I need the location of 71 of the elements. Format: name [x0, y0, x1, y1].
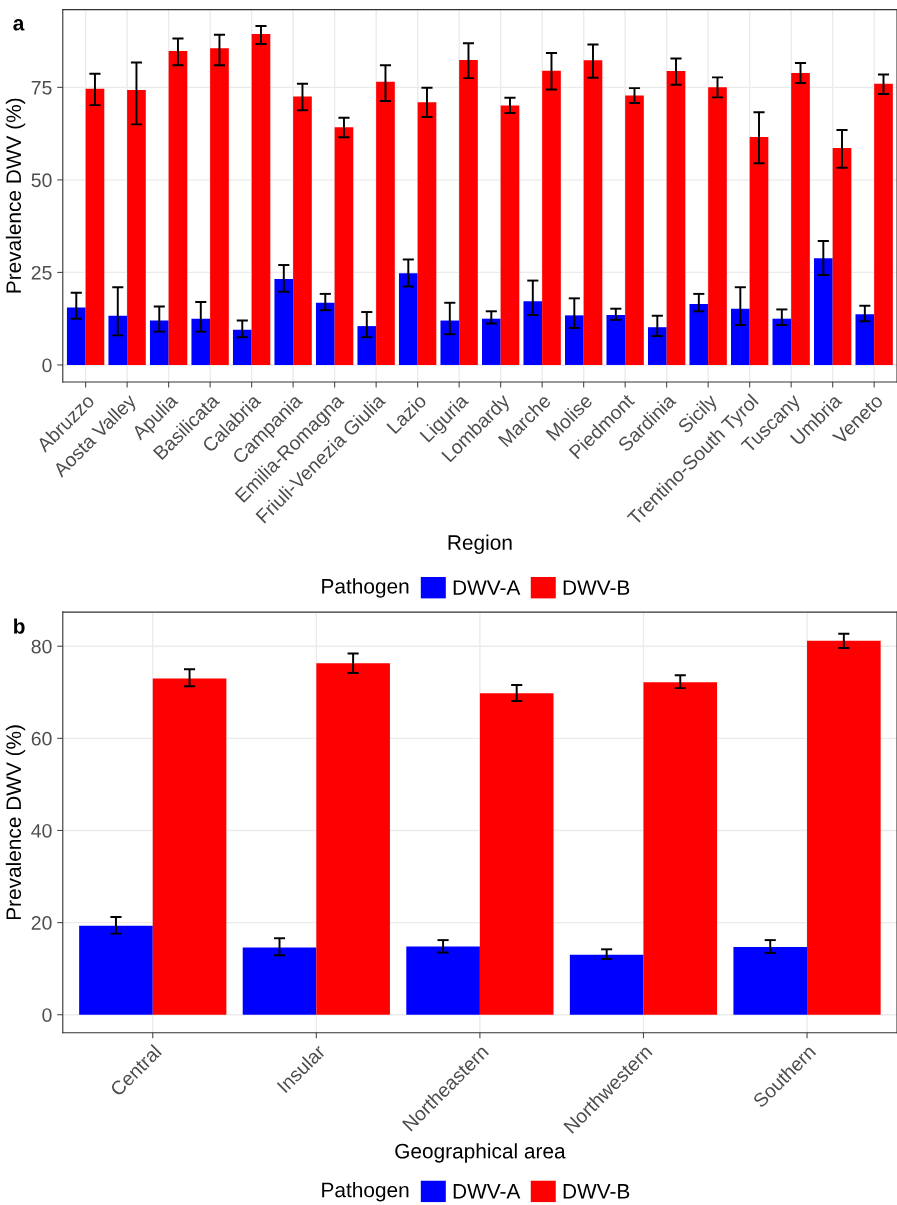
- bar: [334, 127, 354, 365]
- bar: [210, 48, 229, 365]
- bar: [79, 925, 153, 1015]
- bar: [689, 303, 709, 365]
- bar: [733, 947, 808, 1015]
- bar: [152, 678, 227, 1015]
- bar: [85, 88, 105, 365]
- legend-label: DWV-A: [453, 1184, 521, 1199]
- bar: [479, 693, 554, 1015]
- bar: [293, 96, 312, 365]
- bar: [168, 51, 188, 365]
- bar: [708, 87, 727, 365]
- y-axis-title: Prevalence DWV (%): [5, 98, 26, 293]
- x-axis-title: Region: [448, 534, 512, 554]
- bar: [666, 71, 686, 365]
- bar: [647, 327, 667, 365]
- bar: [874, 83, 893, 365]
- bar: [749, 136, 769, 365]
- bar: [127, 89, 146, 365]
- bar: [569, 954, 644, 1015]
- bar: [855, 314, 875, 365]
- legend-title: Pathogen: [322, 578, 409, 598]
- bar: [357, 326, 377, 365]
- bar: [251, 34, 271, 365]
- bar: [606, 314, 626, 365]
- legend-label: DWV-B: [563, 580, 630, 595]
- legend-title: Pathogen: [322, 1182, 409, 1202]
- bar: [807, 640, 881, 1015]
- bar: [481, 318, 501, 365]
- y-tick-label: 75: [31, 81, 52, 95]
- bar: [108, 315, 128, 365]
- bar: [730, 308, 750, 365]
- chart-title: a: [13, 19, 25, 31]
- bar: [791, 72, 810, 365]
- y-axis-title: Prevalence DWV (%): [5, 725, 26, 920]
- bar: [274, 279, 294, 365]
- bar: [376, 81, 395, 365]
- bar: [459, 59, 478, 365]
- y-tick-label: 40: [31, 823, 52, 838]
- y-tick-label: 20: [31, 916, 52, 930]
- y-tick-label: 60: [31, 731, 52, 746]
- bar: [315, 302, 335, 365]
- y-tick-label: 0: [42, 1008, 52, 1022]
- legend-label: DWV-A: [453, 580, 521, 595]
- bar: [191, 318, 211, 365]
- bar: [523, 301, 543, 365]
- bar: [440, 320, 460, 365]
- bar: [232, 329, 252, 365]
- bar: [813, 258, 833, 365]
- bar: [625, 95, 644, 365]
- bar: [316, 663, 390, 1015]
- legend-label: DWV-B: [563, 1184, 630, 1199]
- bar: [398, 273, 418, 365]
- bar: [242, 947, 317, 1015]
- chart-title: b: [14, 618, 25, 634]
- bar: [564, 315, 584, 365]
- bar: [583, 60, 603, 365]
- x-axis-title: Geographical area: [395, 1143, 566, 1163]
- y-tick-label: 25: [31, 265, 52, 280]
- y-tick-label: 80: [31, 639, 52, 654]
- bar: [406, 946, 480, 1015]
- y-tick-label: 50: [31, 173, 52, 188]
- bar: [500, 105, 520, 365]
- bar: [417, 102, 437, 365]
- bar: [643, 682, 718, 1015]
- bar: [66, 307, 86, 365]
- y-tick-label: 0: [42, 358, 52, 373]
- bar: [542, 70, 561, 365]
- bar: [832, 148, 852, 365]
- bar: [149, 320, 169, 365]
- bar: [772, 318, 792, 365]
